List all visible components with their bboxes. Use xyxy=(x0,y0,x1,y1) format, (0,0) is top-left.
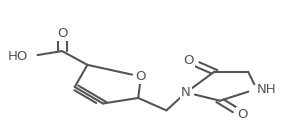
Text: O: O xyxy=(237,108,248,121)
Text: O: O xyxy=(136,70,146,83)
Text: O: O xyxy=(184,54,194,67)
Text: O: O xyxy=(57,27,67,40)
Text: NH: NH xyxy=(257,83,276,95)
Text: HO: HO xyxy=(8,50,28,63)
Text: N: N xyxy=(181,86,191,99)
